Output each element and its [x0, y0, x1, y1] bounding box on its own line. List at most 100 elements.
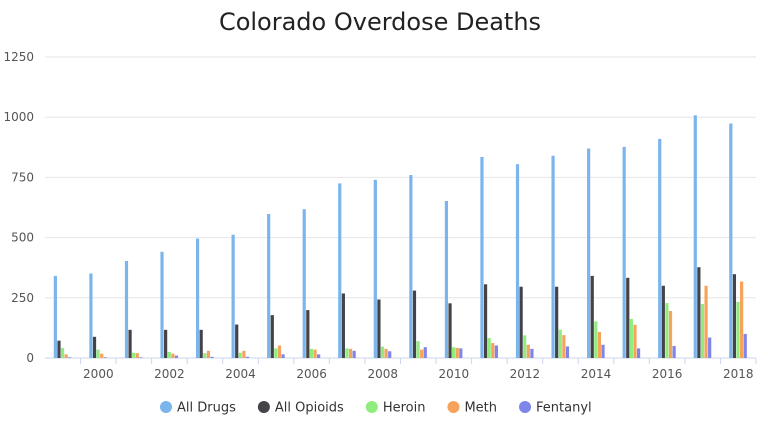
bar-all-drugs-2000[interactable]: [89, 273, 93, 358]
bar-heroin-2000[interactable]: [96, 349, 100, 358]
bar-meth-2008[interactable]: [384, 348, 388, 358]
bar-meth-2015[interactable]: [633, 324, 637, 358]
bar-heroin-2001[interactable]: [132, 352, 136, 358]
bar-heroin-2016[interactable]: [665, 303, 669, 358]
bar-fentanyl-2000[interactable]: [103, 357, 107, 358]
bar-fentanyl-2001[interactable]: [139, 357, 143, 358]
bar-fentanyl-1999[interactable]: [68, 357, 72, 358]
bar-heroin-2018[interactable]: [736, 301, 740, 358]
bar-all-opioids-2000[interactable]: [92, 336, 97, 358]
bar-all-opioids-2011[interactable]: [483, 284, 488, 358]
bar-meth-2018[interactable]: [740, 281, 744, 358]
bar-meth-2014[interactable]: [597, 331, 602, 358]
bar-all-drugs-2015[interactable]: [622, 146, 626, 358]
bar-meth-2012[interactable]: [526, 344, 530, 358]
bar-meth-2004[interactable]: [242, 350, 246, 358]
bar-meth-2013[interactable]: [562, 335, 566, 358]
bar-all-drugs-2006[interactable]: [302, 209, 306, 358]
bar-heroin-2014[interactable]: [594, 321, 598, 358]
bar-heroin-2015[interactable]: [629, 318, 633, 358]
bar-all-drugs-2004[interactable]: [231, 234, 235, 358]
bar-all-opioids-2015[interactable]: [626, 277, 630, 358]
legend-item-all-drugs[interactable]: All Drugs: [160, 401, 236, 416]
bar-all-opioids-2004[interactable]: [235, 324, 239, 358]
bar-fentanyl-2003[interactable]: [210, 356, 214, 358]
bar-all-opioids-2002[interactable]: [164, 329, 168, 358]
bar-fentanyl-2013[interactable]: [565, 346, 570, 358]
bar-fentanyl-2014[interactable]: [601, 344, 605, 358]
bar-heroin-2017[interactable]: [700, 304, 705, 358]
bar-all-drugs-2005[interactable]: [267, 214, 271, 358]
bar-all-drugs-2001[interactable]: [124, 260, 129, 358]
bar-all-drugs-2009[interactable]: [409, 174, 413, 358]
bar-meth-1999[interactable]: [64, 354, 68, 358]
bar-heroin-2013[interactable]: [558, 329, 562, 358]
bar-all-drugs-2012[interactable]: [515, 164, 520, 358]
legend[interactable]: All Drugs All Opioids Heroin Meth Fentanyl: [160, 401, 592, 416]
legend-item-meth[interactable]: Meth: [447, 401, 497, 416]
bar-heroin-1999[interactable]: [60, 347, 65, 358]
bar-all-opioids-2006[interactable]: [306, 310, 310, 358]
bar-all-drugs-2003[interactable]: [195, 238, 200, 358]
bar-fentanyl-2017[interactable]: [708, 337, 712, 358]
bar-fentanyl-2011[interactable]: [494, 345, 498, 358]
bar-all-opioids-2005[interactable]: [270, 315, 274, 358]
bar-heroin-2010[interactable]: [452, 347, 456, 358]
bar-all-drugs-1999[interactable]: [53, 275, 57, 358]
bar-meth-2011[interactable]: [491, 343, 495, 358]
bar-all-drugs-2017[interactable]: [693, 115, 697, 359]
bar-all-opioids-2010[interactable]: [448, 303, 452, 358]
bar-all-drugs-2007[interactable]: [338, 183, 342, 358]
bar-all-opioids-2012[interactable]: [519, 286, 523, 358]
bar-meth-2000[interactable]: [100, 353, 104, 358]
bar-all-drugs-2016[interactable]: [658, 138, 662, 358]
bar-meth-2002[interactable]: [171, 353, 175, 358]
legend-item-all-opioids[interactable]: All Opioids: [257, 401, 344, 416]
bar-fentanyl-2009[interactable]: [423, 347, 427, 358]
bar-fentanyl-2006[interactable]: [317, 354, 321, 358]
bar-meth-2009[interactable]: [420, 349, 424, 358]
bar-meth-2006[interactable]: [313, 349, 317, 358]
bar-heroin-2005[interactable]: [274, 348, 278, 358]
bar-all-opioids-2016[interactable]: [661, 285, 665, 358]
bar-heroin-2006[interactable]: [309, 348, 314, 358]
bar-meth-2010[interactable]: [455, 347, 459, 358]
legend-item-heroin[interactable]: Heroin: [365, 401, 426, 416]
bar-fentanyl-2008[interactable]: [388, 351, 392, 358]
bar-fentanyl-2016[interactable]: [672, 345, 676, 358]
bar-all-opioids-2008[interactable]: [377, 299, 381, 358]
bar-meth-2005[interactable]: [277, 345, 282, 358]
bar-heroin-2004[interactable]: [238, 352, 242, 358]
bar-all-drugs-2018[interactable]: [729, 123, 733, 359]
bar-all-drugs-2013[interactable]: [551, 155, 555, 358]
bar-all-drugs-2008[interactable]: [373, 179, 377, 358]
bar-heroin-2003[interactable]: [203, 353, 207, 358]
bar-heroin-2011[interactable]: [487, 338, 491, 358]
bar-all-opioids-2009[interactable]: [412, 290, 417, 358]
bar-all-drugs-2014[interactable]: [587, 148, 591, 359]
bar-fentanyl-2018[interactable]: [743, 333, 747, 358]
bar-fentanyl-2002[interactable]: [174, 355, 179, 358]
legend-item-fentanyl[interactable]: Fentanyl: [519, 401, 592, 416]
bar-meth-2016[interactable]: [668, 311, 673, 358]
bar-all-opioids-2013[interactable]: [555, 286, 559, 358]
bar-heroin-2002[interactable]: [167, 351, 171, 358]
bar-all-drugs-2010[interactable]: [444, 201, 449, 358]
bar-heroin-2012[interactable]: [523, 335, 527, 358]
bar-fentanyl-2004[interactable]: [245, 356, 250, 358]
bar-heroin-2009[interactable]: [416, 341, 420, 358]
bar-all-opioids-2003[interactable]: [199, 329, 203, 358]
bar-all-opioids-2014[interactable]: [590, 275, 594, 358]
bar-meth-2007[interactable]: [348, 348, 353, 358]
bar-fentanyl-2012[interactable]: [530, 348, 534, 358]
bar-all-opioids-2001[interactable]: [128, 329, 132, 358]
bar-heroin-2007[interactable]: [345, 348, 349, 358]
bar-all-opioids-2017[interactable]: [697, 267, 701, 358]
bar-all-drugs-2002[interactable]: [160, 251, 164, 358]
bar-all-opioids-2018[interactable]: [732, 274, 737, 358]
bar-fentanyl-2007[interactable]: [352, 350, 356, 358]
bar-meth-2003[interactable]: [206, 350, 210, 358]
bar-all-drugs-2011[interactable]: [480, 156, 484, 358]
bar-fentanyl-2010[interactable]: [459, 348, 463, 358]
bar-fentanyl-2005[interactable]: [281, 354, 285, 358]
